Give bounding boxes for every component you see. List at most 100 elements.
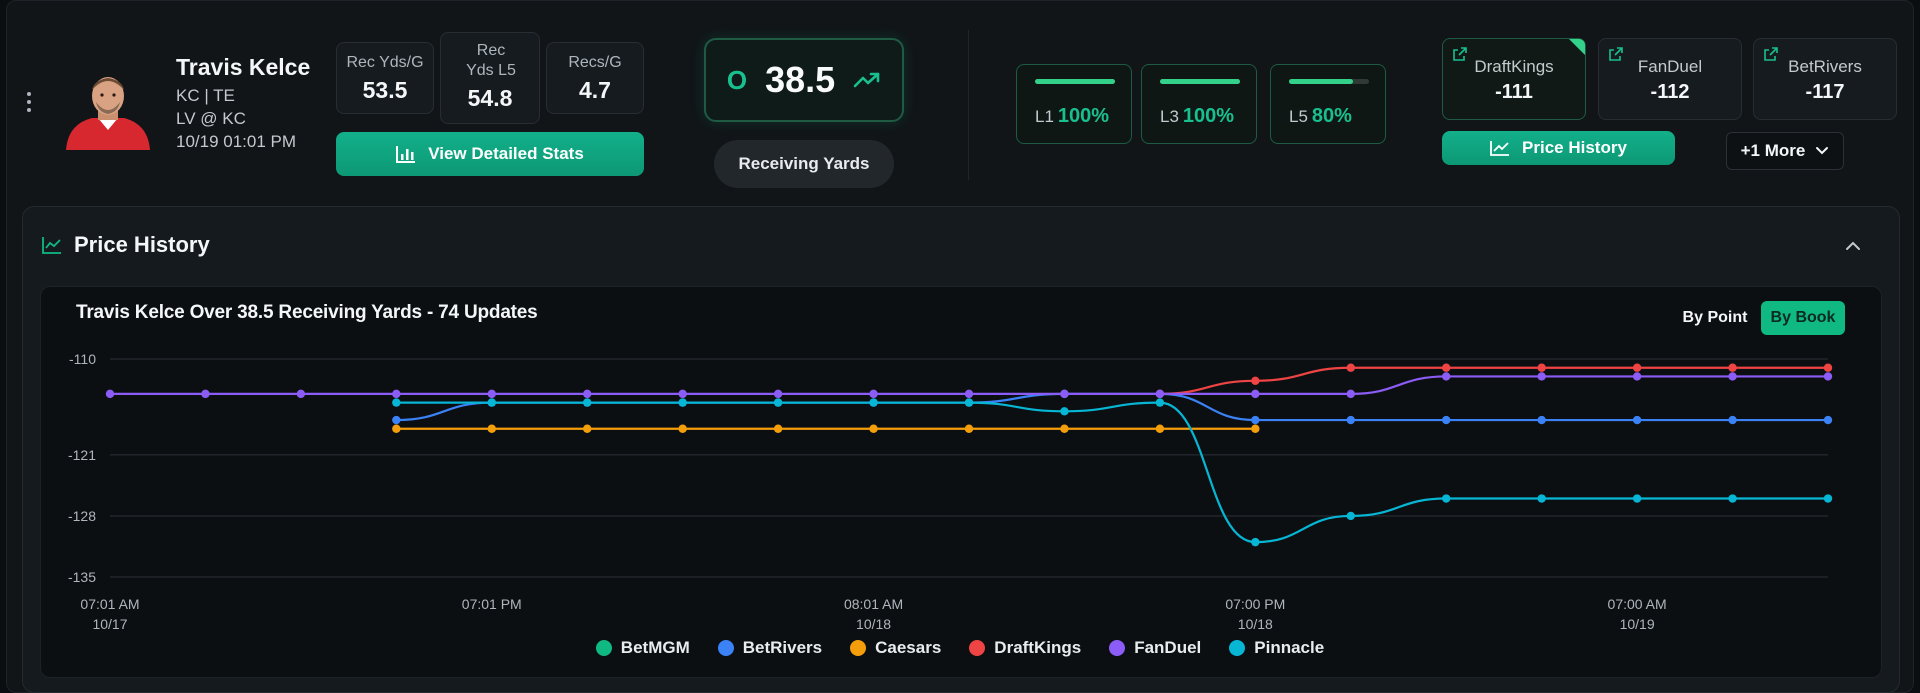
y-tick-label: -135 bbox=[68, 569, 96, 585]
player-avatar bbox=[58, 68, 158, 150]
chart-card bbox=[40, 286, 1882, 678]
legend-label: DraftKings bbox=[994, 638, 1082, 657]
stat-label: Recs/G bbox=[568, 54, 622, 71]
data-point-betrivers bbox=[1632, 415, 1642, 425]
data-point-caesars bbox=[1155, 424, 1165, 433]
y-tick-label: -121 bbox=[68, 447, 96, 463]
x-tick-time: 07:00 PM bbox=[1225, 596, 1285, 612]
legend-swatch bbox=[1109, 640, 1126, 656]
data-point-pinnacle bbox=[869, 398, 878, 407]
book-fanduel[interactable]: FanDuel -112 bbox=[1598, 38, 1742, 120]
x-tick-date: 10/18 bbox=[1238, 616, 1273, 632]
book-name: FanDuel bbox=[1637, 57, 1703, 76]
legend-swatch bbox=[969, 640, 986, 656]
data-point-pinnacle bbox=[1251, 537, 1260, 547]
series-line-draftkings bbox=[1159, 366, 1828, 395]
legend-item-pinnacle[interactable]: Pinnacle bbox=[1229, 638, 1324, 658]
data-point-fanduel bbox=[201, 389, 210, 399]
data-point-pinnacle bbox=[964, 398, 974, 407]
data-point-caesars bbox=[1060, 424, 1069, 433]
external-link-icon[interactable] bbox=[1609, 47, 1623, 61]
data-point-fanduel bbox=[964, 389, 974, 399]
y-tick-label: -110 bbox=[69, 351, 96, 367]
hit-rate-l5: L5 80% bbox=[1270, 64, 1386, 144]
data-point-betrivers bbox=[1537, 415, 1546, 425]
data-point-pinnacle bbox=[1060, 407, 1069, 416]
prop-side: O bbox=[726, 64, 748, 95]
legend-item-draftkings[interactable]: DraftKings bbox=[969, 638, 1081, 658]
y-tick-label: -128 bbox=[68, 508, 96, 524]
legend-item-fanduel[interactable]: FanDuel bbox=[1109, 638, 1201, 658]
external-link-icon[interactable] bbox=[1764, 47, 1778, 61]
data-point-draftkings bbox=[1823, 363, 1833, 372]
data-point-pinnacle bbox=[678, 398, 687, 407]
more-options-icon[interactable] bbox=[26, 92, 32, 112]
chevron-up-icon[interactable] bbox=[1844, 238, 1862, 254]
hit-rate-pct: 100% bbox=[1182, 105, 1235, 127]
divider bbox=[968, 30, 969, 180]
book-name: BetRivers bbox=[1788, 57, 1862, 76]
data-point-fanduel bbox=[1251, 389, 1260, 399]
data-point-fanduel bbox=[1728, 372, 1737, 381]
data-point-caesars bbox=[487, 424, 496, 433]
selected-corner bbox=[1569, 39, 1585, 55]
chevron-down-icon bbox=[1816, 147, 1829, 155]
legend-item-betrivers[interactable]: BetRivers bbox=[717, 638, 823, 658]
data-point-betrivers bbox=[1823, 415, 1833, 425]
data-point-fanduel bbox=[773, 389, 783, 399]
view-detailed-stats-button[interactable]: View Detailed Stats bbox=[336, 132, 644, 176]
legend-label: BetRivers bbox=[742, 638, 823, 657]
data-point-pinnacle bbox=[1728, 494, 1737, 503]
prop-line-box[interactable]: O 38.5 bbox=[704, 38, 904, 122]
data-point-caesars bbox=[773, 424, 783, 433]
stat-rec-yds-l5: Rec Yds L5 54.8 bbox=[440, 32, 540, 124]
data-point-caesars bbox=[964, 424, 974, 433]
hit-rate-pct: 100% bbox=[1057, 105, 1110, 127]
data-point-fanduel bbox=[105, 389, 115, 399]
price-history-button[interactable]: Price History bbox=[1442, 131, 1675, 165]
data-point-caesars bbox=[869, 424, 878, 433]
series-line-pinnacle bbox=[396, 401, 1828, 544]
x-tick-date: 10/17 bbox=[92, 616, 127, 632]
data-point-betrivers bbox=[1728, 415, 1737, 425]
chart-legend: BetMGM BetRivers Caesars DraftKings FanDuel P… bbox=[0, 638, 1920, 658]
stat-rec-yds-per-game: Rec Yds/G 53.5 bbox=[336, 42, 434, 114]
data-point-betrivers bbox=[392, 415, 401, 425]
prop-line: 38.5 bbox=[765, 59, 836, 100]
data-point-pinnacle bbox=[773, 398, 783, 407]
hit-rate-bar bbox=[1160, 79, 1240, 84]
hit-rate-pct: 80% bbox=[1311, 105, 1352, 127]
data-point-pinnacle bbox=[1442, 494, 1451, 503]
line-chart-icon bbox=[42, 237, 61, 254]
data-point-fanduel bbox=[1155, 389, 1165, 399]
data-point-fanduel bbox=[296, 389, 306, 399]
stat-label: Rec Yds/G bbox=[346, 54, 424, 71]
book-betrivers[interactable]: BetRivers -117 bbox=[1753, 38, 1897, 120]
book-draftkings[interactable]: DraftKings -111 bbox=[1442, 38, 1586, 120]
data-point-draftkings bbox=[1251, 376, 1260, 385]
data-point-pinnacle bbox=[1632, 494, 1642, 503]
legend-swatch bbox=[850, 640, 867, 656]
data-point-betrivers bbox=[1346, 415, 1355, 425]
price-history-label: Price History bbox=[1522, 138, 1627, 157]
market-pill[interactable]: Receiving Yards bbox=[714, 140, 894, 188]
by-point-toggle[interactable]: By Point bbox=[1682, 309, 1748, 326]
legend-item-caesars[interactable]: Caesars bbox=[850, 638, 941, 658]
x-tick-time: 08:01 AM bbox=[844, 596, 903, 612]
data-point-caesars bbox=[583, 424, 592, 433]
stat-label: Rec Yds L5 bbox=[466, 42, 516, 79]
stat-recs-per-game: Recs/G 4.7 bbox=[546, 42, 644, 114]
data-point-fanduel bbox=[869, 389, 878, 399]
data-point-caesars bbox=[392, 424, 401, 433]
by-book-toggle[interactable]: By Book bbox=[1761, 301, 1845, 335]
legend-label: Pinnacle bbox=[1254, 638, 1325, 657]
legend-label: BetMGM bbox=[620, 638, 690, 657]
stat-value: 53.5 bbox=[362, 77, 408, 103]
data-point-fanduel bbox=[1442, 372, 1451, 381]
external-link-icon[interactable] bbox=[1453, 47, 1467, 61]
legend-item-betmgm[interactable]: BetMGM bbox=[595, 638, 690, 658]
data-point-fanduel bbox=[678, 389, 687, 399]
more-books-dropdown[interactable]: +1 More bbox=[1726, 132, 1844, 170]
hit-rate-bar bbox=[1289, 79, 1353, 84]
